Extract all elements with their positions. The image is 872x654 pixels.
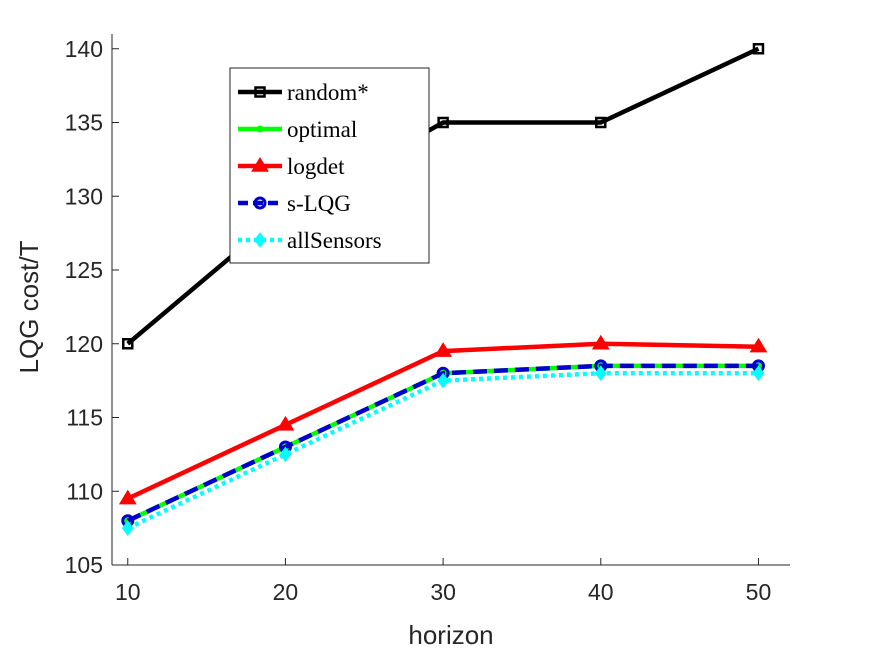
data-point-allsensors [752, 365, 765, 382]
x-tick-label: 30 [430, 579, 456, 605]
data-point-logdet [434, 342, 453, 357]
series-line-random [126, 46, 760, 346]
x-tick-label: 40 [588, 579, 614, 605]
legend-label: s-LQG [287, 191, 351, 216]
legend-label: logdet [287, 154, 345, 179]
data-point-logdet [591, 334, 610, 350]
series-random [122, 43, 765, 350]
legend-swatch-marker [254, 232, 266, 248]
legend-item-s-lqg: s-LQG [238, 191, 351, 216]
y-tick-label: 135 [65, 110, 103, 136]
y-tick-label: 130 [65, 183, 103, 209]
legend-item-allsensors: allSensors [238, 228, 382, 253]
series-line-allsensors [126, 371, 759, 531]
data-point-logdet [276, 415, 295, 431]
legend-swatch-marker [254, 86, 266, 98]
legend-label: optimal [287, 117, 357, 142]
x-axis-label: horizon [408, 620, 493, 650]
y-tick-label: 110 [66, 478, 103, 504]
data-point-allsensors [121, 520, 134, 536]
data-point-logdet [749, 337, 768, 353]
legend-swatch-marker [256, 125, 264, 133]
legend-item-random: random* [238, 80, 369, 105]
legend-swatch-marker [253, 196, 267, 210]
data-point-allsensors [279, 446, 292, 463]
x-tick-label: 50 [746, 579, 772, 605]
y-tick-label: 105 [65, 552, 103, 578]
data-point-allsensors [594, 365, 607, 382]
series-line-s-lqg [126, 363, 759, 523]
data-point-random [437, 116, 449, 129]
data-point-allsensors [437, 372, 449, 389]
legend-label: allSensors [287, 228, 382, 253]
data-point-random [595, 116, 607, 129]
x-tick-label: 20 [273, 579, 299, 605]
legend-item-logdet: logdet [238, 154, 345, 179]
legend-item-optimal: optimal [238, 117, 357, 142]
data-point-random [752, 43, 765, 55]
y-tick-label: 125 [65, 257, 103, 283]
plot-area [118, 43, 768, 536]
series-line-optimal [126, 363, 759, 523]
y-tick-label: 120 [65, 331, 103, 357]
y-tick-label: 140 [65, 36, 103, 62]
data-point-logdet [118, 489, 137, 505]
legend-label: random* [287, 80, 369, 105]
axes: 105 110 115 120 125 130 135 140 10 20 30 40 50 [65, 34, 790, 605]
series-allsensors [121, 365, 765, 536]
series-logdet [118, 334, 768, 505]
legend-swatch-marker [251, 157, 269, 172]
x-tick-label: 10 [115, 579, 141, 605]
legend: random* optimal logdet s-LQG allSensors [229, 67, 430, 264]
y-tick-label: 115 [66, 405, 103, 431]
data-point-random [122, 338, 134, 350]
y-axis-label: LQG cost/T [14, 240, 44, 373]
